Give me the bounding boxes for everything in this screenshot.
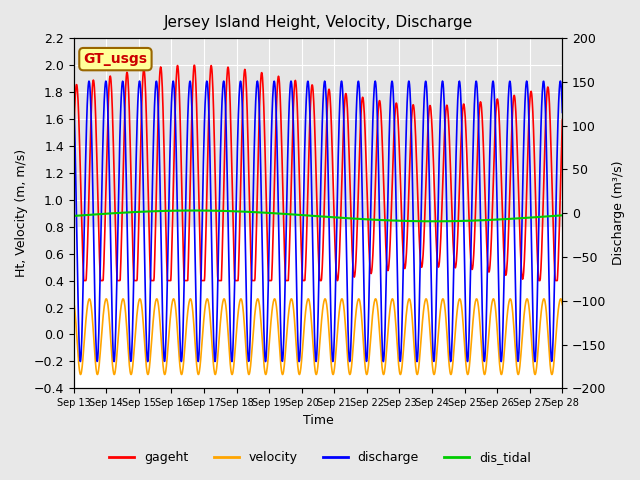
dis_tidal bbox=[166, 208, 174, 214]
gageht bbox=[234, 278, 241, 284]
dis_tidal bbox=[430, 218, 438, 224]
discharge bbox=[70, 95, 77, 100]
gageht bbox=[190, 62, 198, 68]
velocity bbox=[70, 299, 77, 304]
discharge bbox=[559, 109, 566, 115]
velocity bbox=[179, 370, 186, 375]
Title: Jersey Island Height, Velocity, Discharge: Jersey Island Height, Velocity, Discharg… bbox=[163, 15, 472, 30]
Text: GT_usgs: GT_usgs bbox=[83, 52, 147, 66]
discharge bbox=[179, 348, 186, 353]
discharge bbox=[523, 78, 531, 84]
gageht bbox=[458, 120, 466, 126]
velocity bbox=[233, 322, 241, 328]
dis_tidal bbox=[559, 213, 566, 218]
dis_tidal bbox=[394, 218, 401, 224]
Line: gageht: gageht bbox=[74, 65, 563, 281]
Legend: gageht, velocity, discharge, dis_tidal: gageht, velocity, discharge, dis_tidal bbox=[104, 446, 536, 469]
X-axis label: Time: Time bbox=[303, 414, 333, 427]
discharge bbox=[233, 162, 241, 168]
Line: discharge: discharge bbox=[74, 81, 563, 361]
discharge bbox=[458, 114, 465, 120]
velocity bbox=[166, 313, 174, 319]
gageht bbox=[394, 115, 402, 121]
dis_tidal bbox=[70, 213, 77, 219]
gageht bbox=[179, 225, 186, 231]
velocity bbox=[490, 296, 497, 302]
gageht bbox=[70, 135, 77, 141]
Y-axis label: Ht, Velocity (m, m/s): Ht, Velocity (m, m/s) bbox=[15, 149, 28, 277]
velocity bbox=[501, 340, 509, 346]
Y-axis label: Discharge (m³/s): Discharge (m³/s) bbox=[612, 161, 625, 265]
discharge bbox=[166, 131, 174, 137]
dis_tidal bbox=[179, 208, 186, 214]
gageht bbox=[167, 278, 175, 284]
gageht bbox=[559, 117, 566, 122]
Line: velocity: velocity bbox=[74, 299, 563, 374]
velocity bbox=[559, 302, 566, 308]
discharge bbox=[394, 287, 401, 293]
velocity bbox=[458, 303, 465, 309]
Bar bbox=[74, 38, 563, 227]
velocity bbox=[245, 372, 253, 377]
discharge bbox=[262, 359, 269, 364]
gageht bbox=[501, 268, 509, 274]
dis_tidal bbox=[234, 208, 241, 214]
gageht bbox=[80, 278, 88, 284]
velocity bbox=[394, 349, 401, 355]
Line: dis_tidal: dis_tidal bbox=[74, 211, 563, 221]
discharge bbox=[500, 247, 508, 252]
dis_tidal bbox=[501, 216, 509, 222]
dis_tidal bbox=[458, 218, 466, 224]
dis_tidal bbox=[190, 208, 198, 214]
